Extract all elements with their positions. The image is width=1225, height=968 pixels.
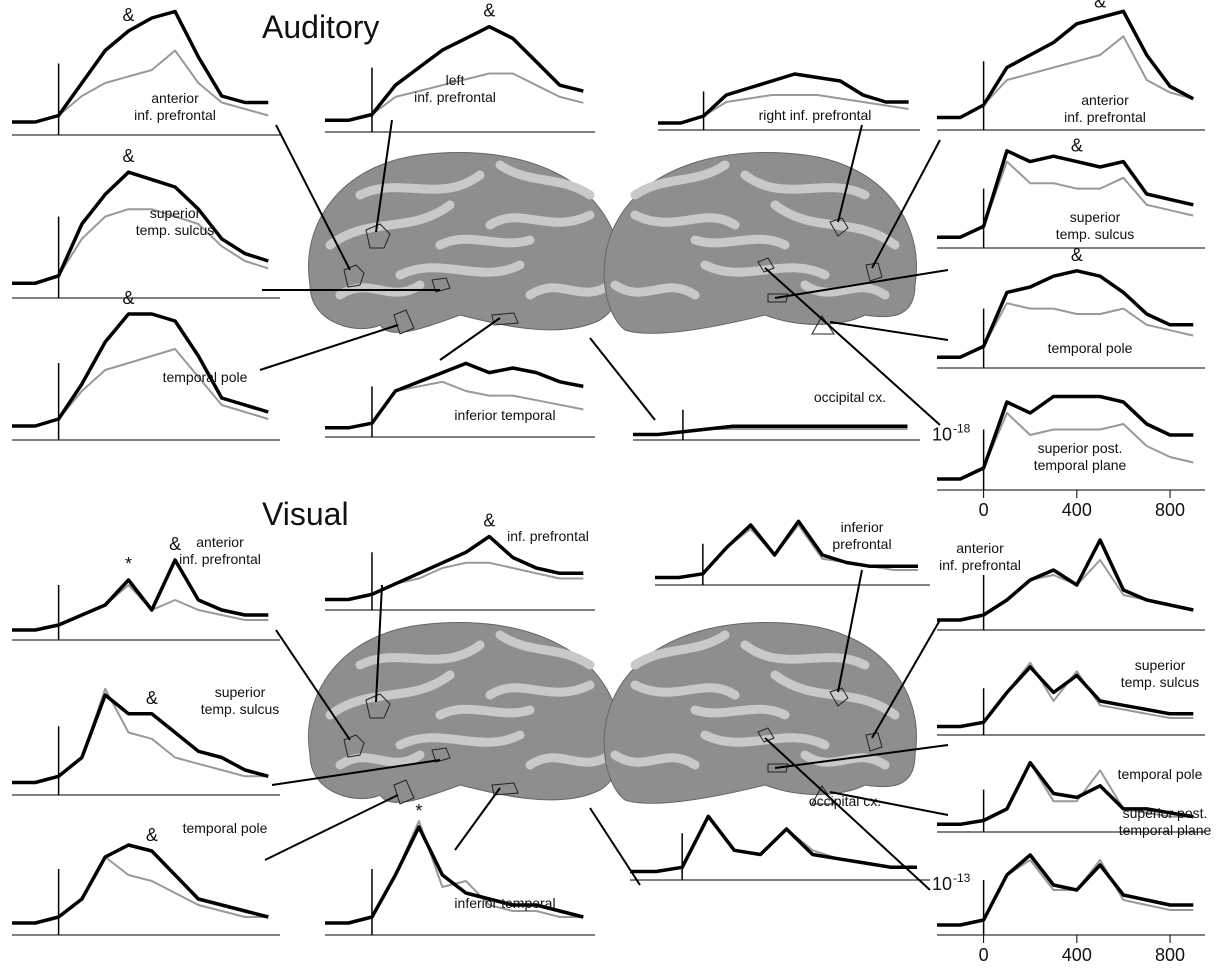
region-label: right inf. prefrontal	[759, 107, 872, 123]
panel: temporal pole &	[937, 245, 1205, 368]
region-label: occipital cx.	[809, 793, 881, 809]
section-title: Auditory	[262, 9, 379, 45]
trace	[12, 585, 268, 630]
region-label: anterior	[196, 534, 244, 550]
annotation: &	[146, 688, 158, 708]
trace	[937, 860, 1193, 925]
region-label: inf. prefrontal	[939, 557, 1021, 573]
region-label: inferior temporal	[454, 895, 555, 911]
annotation: &	[483, 1, 495, 21]
trace	[12, 845, 268, 923]
annotation: &	[483, 511, 495, 531]
annotation: &	[123, 5, 135, 25]
region-label: inf. prefrontal	[1064, 109, 1146, 125]
region-label: inf. prefrontal	[134, 107, 216, 123]
annotation: &	[1071, 136, 1083, 156]
region-label: inferior	[841, 519, 884, 535]
region-label: temporal pole	[163, 369, 248, 385]
region-label: superior	[1135, 657, 1186, 673]
region-label: inf. prefrontal	[414, 89, 496, 105]
annotation: &	[123, 288, 135, 308]
trace	[12, 857, 268, 923]
panel: occipital cx.	[633, 389, 920, 440]
x-tick-label: 800	[1155, 945, 1185, 965]
region-label: temp. sulcus	[1121, 674, 1200, 690]
brain	[308, 153, 622, 333]
panel: superior post.temporal plane 0 400 800 10-13	[932, 805, 1212, 965]
trace	[12, 349, 268, 426]
panel: superiortemp. sulcus &	[937, 136, 1205, 248]
trace	[937, 151, 1193, 237]
annotation: &	[146, 825, 158, 845]
panel: superior post.temporal plane 0 400 800 10-18	[932, 397, 1205, 521]
panel: right inf. prefrontal	[658, 74, 920, 130]
region-label: temporal plane	[1034, 457, 1127, 473]
trace	[12, 560, 268, 630]
region-label: superior	[150, 205, 201, 221]
panel: inferior temporal	[325, 363, 595, 437]
region-label: temp. sulcus	[136, 222, 215, 238]
scale-exponent: -13	[953, 871, 971, 885]
region-label: superior	[215, 684, 266, 700]
x-tick-label: 0	[979, 500, 989, 520]
region-label: inf. prefrontal	[179, 551, 261, 567]
x-tick-label: 400	[1062, 500, 1092, 520]
annotation: *	[415, 801, 422, 821]
section-title: Visual	[262, 496, 349, 532]
region-label: temporal pole	[1118, 766, 1203, 782]
region-label: anterior	[1081, 92, 1129, 108]
region-label: superior	[1070, 209, 1121, 225]
region-label: temp. sulcus	[1056, 226, 1135, 242]
region-label: inf. prefrontal	[507, 528, 589, 544]
trace	[633, 426, 908, 434]
trace	[630, 816, 917, 871]
region-label: inferior temporal	[454, 407, 555, 423]
scale-label: 10	[932, 425, 952, 445]
x-tick-label: 0	[979, 945, 989, 965]
brain	[308, 623, 622, 803]
trace	[325, 537, 583, 600]
x-tick-label: 400	[1062, 945, 1092, 965]
annotation: *	[125, 554, 132, 574]
region-label: temp. sulcus	[201, 701, 280, 717]
region-label: temporal plane	[1119, 822, 1212, 838]
panel: temporal pole &	[12, 820, 280, 935]
region-label: anterior	[151, 90, 199, 106]
region-label: anterior	[956, 540, 1004, 556]
panel: inferior temporal *	[325, 801, 595, 935]
region-label: left	[446, 72, 465, 88]
x-tick-label: 800	[1155, 500, 1185, 520]
panel: occipital cx.	[630, 793, 930, 880]
scale-label: 10	[932, 874, 952, 894]
scale-exponent: -18	[953, 422, 971, 436]
trace	[12, 209, 268, 283]
region-label: temporal pole	[183, 820, 268, 836]
annotation: &	[123, 146, 135, 166]
region-label: superior post.	[1123, 805, 1208, 821]
brain	[604, 623, 916, 804]
panel: inf. prefrontal&	[325, 511, 595, 611]
annotation: &	[1094, 0, 1106, 12]
brain	[604, 153, 916, 334]
trace	[937, 36, 1193, 117]
panel: temporal pole &	[12, 288, 280, 440]
region-label: occipital cx.	[814, 389, 886, 405]
region-label: temporal pole	[1048, 340, 1133, 356]
annotation: &	[169, 534, 181, 554]
figure: Auditory Visual anteriorinf. prefrontal&…	[0, 0, 1225, 968]
region-label: superior post.	[1038, 440, 1123, 456]
region-label: prefrontal	[832, 536, 891, 552]
annotation: &	[1071, 245, 1083, 265]
